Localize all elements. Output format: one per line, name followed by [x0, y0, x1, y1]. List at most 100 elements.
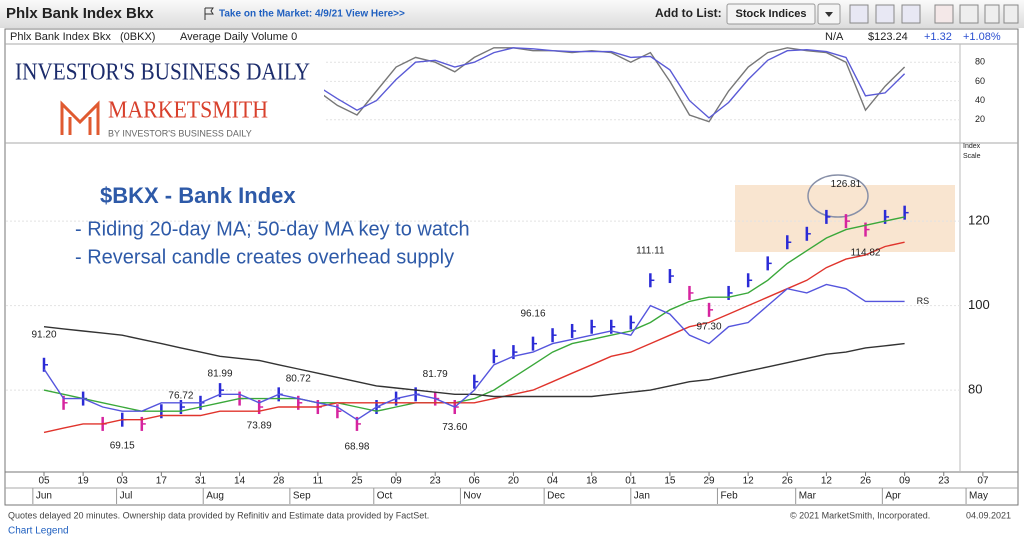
ms-sub: BY INVESTOR'S BUSINESS DAILY [108, 128, 252, 138]
y-axis-label: Scale [963, 153, 981, 160]
month-label: Nov [463, 491, 481, 502]
month-label: Apr [885, 491, 901, 502]
y-axis-label: Index [963, 143, 981, 150]
news-link[interactable]: Take on the Market: 4/9/21 View Here>> [219, 9, 405, 20]
price-annotation: 73.60 [442, 422, 467, 433]
info-change: +1.32 [924, 31, 952, 43]
tool-icon[interactable] [984, 4, 1000, 24]
x-tick-label: 29 [703, 476, 715, 487]
month-label: Aug [206, 491, 224, 502]
x-tick-label: 15 [664, 476, 676, 487]
tool-icon[interactable] [959, 4, 979, 24]
month-label: Jul [120, 491, 133, 502]
x-tick-label: 18 [586, 476, 598, 487]
logo-background [6, 46, 324, 142]
series-line [43, 241, 905, 434]
month-label: Jun [36, 491, 52, 502]
x-tick-label: 12 [743, 476, 755, 487]
logo-box: INVESTOR'S BUSINESS DAILY MARKETSMITH BY… [6, 46, 324, 142]
info-volume: Average Daily Volume 0 [180, 31, 297, 43]
y-tick-label: 20 [975, 114, 985, 124]
price-annotation: 114.82 [851, 248, 881, 259]
note-line: - Riding 20-day MA; 50-day MA key to wat… [75, 218, 470, 240]
price-annotation: 76.72 [168, 391, 193, 402]
x-tick-label: 12 [821, 476, 833, 487]
tool-icon[interactable] [1003, 4, 1019, 24]
info-change-pct: +1.08% [963, 31, 1001, 43]
x-tick-label: 25 [351, 476, 363, 487]
month-label: Dec [547, 491, 565, 502]
add-to-list-label: Add to List: [655, 6, 722, 20]
tool-icon[interactable] [934, 4, 954, 24]
info-na: N/A [825, 31, 844, 43]
flag-icon [204, 7, 214, 20]
footer-note: Quotes delayed 20 minutes. Ownership dat… [8, 510, 429, 520]
x-tick-label: 11 [313, 476, 324, 487]
y-tick-label: 60 [975, 76, 985, 86]
header-bar [0, 0, 1024, 28]
x-tick-label: 07 [977, 476, 989, 487]
price-annotation: 81.99 [208, 368, 233, 379]
series-line [43, 283, 905, 421]
month-label: Oct [377, 491, 393, 502]
month-label: Mar [799, 491, 817, 502]
x-tick-label: 03 [117, 476, 129, 487]
ibd-logo: INVESTOR'S BUSINESS DAILY [15, 60, 310, 86]
x-tick-label: 26 [860, 476, 872, 487]
highlight-circle [807, 174, 869, 218]
y-tick-label: 120 [968, 213, 990, 228]
month-label: Feb [720, 491, 738, 502]
x-tick-label: 05 [38, 476, 50, 487]
tool-icon[interactable] [901, 4, 921, 24]
x-tick-label: 06 [469, 476, 481, 487]
page-title: Phlx Bank Index Bkx [6, 5, 154, 22]
x-tick-label: 09 [899, 476, 911, 487]
price-annotation: 68.98 [344, 441, 369, 452]
x-tick-label: 28 [273, 476, 285, 487]
x-tick-label: 17 [156, 476, 168, 487]
price-annotation: 80.72 [286, 374, 311, 385]
price-annotation: 73.89 [247, 421, 272, 432]
price-annotation: 69.15 [110, 441, 135, 452]
info-name: Phlx Bank Index Bkx [10, 31, 111, 43]
price-annotation: 91.20 [31, 329, 56, 340]
x-tick-label: 14 [234, 476, 246, 487]
y-tick-label: 80 [975, 57, 985, 67]
month-label: Sep [293, 491, 311, 502]
note-title: $BKX - Bank Index [100, 183, 296, 208]
y-tick-label: 100 [968, 297, 990, 312]
month-label: Jan [634, 491, 650, 502]
price-annotation: 97.30 [697, 322, 722, 333]
x-tick-label: 23 [430, 476, 442, 487]
tool-icon[interactable] [849, 4, 869, 24]
info-symbol: (0BKX) [120, 31, 155, 43]
footer-date: 04.09.2021 [966, 510, 1011, 520]
info-price: $123.24 [868, 31, 908, 43]
chart-legend-link[interactable]: Chart Legend [8, 526, 69, 537]
note-line: - Reversal candle creates overhead suppl… [75, 246, 454, 268]
price-annotation: 111.11 [636, 245, 665, 256]
series-label: RS [917, 296, 930, 306]
toolbar-icons [849, 4, 1019, 24]
list-choice: Stock Indices [736, 8, 807, 20]
series-line [43, 216, 905, 412]
x-tick-label: 20 [508, 476, 520, 487]
series-line [43, 326, 905, 398]
price-annotation: 81.79 [423, 369, 448, 380]
price-annotation: 96.16 [520, 308, 545, 319]
tool-icon[interactable] [875, 4, 895, 24]
x-tick-label: 31 [195, 476, 207, 487]
list-dropdown[interactable] [726, 3, 816, 25]
y-tick-label: 40 [975, 95, 985, 105]
x-tick-label: 19 [78, 476, 90, 487]
price-annotation: 126.81 [831, 179, 862, 190]
ms-logo: MARKETSMITH [108, 98, 268, 124]
ms-icon [60, 100, 100, 135]
x-tick-label: 01 [625, 476, 637, 487]
x-tick-label: 09 [391, 476, 403, 487]
x-tick-label: 23 [938, 476, 950, 487]
month-label: May [969, 491, 988, 502]
series-layer [6, 47, 960, 434]
label-layer: 20 40 60 80 80 100 120 RS 05 19 03 17 31 14 28 11 25 09 23… [31, 57, 990, 504]
